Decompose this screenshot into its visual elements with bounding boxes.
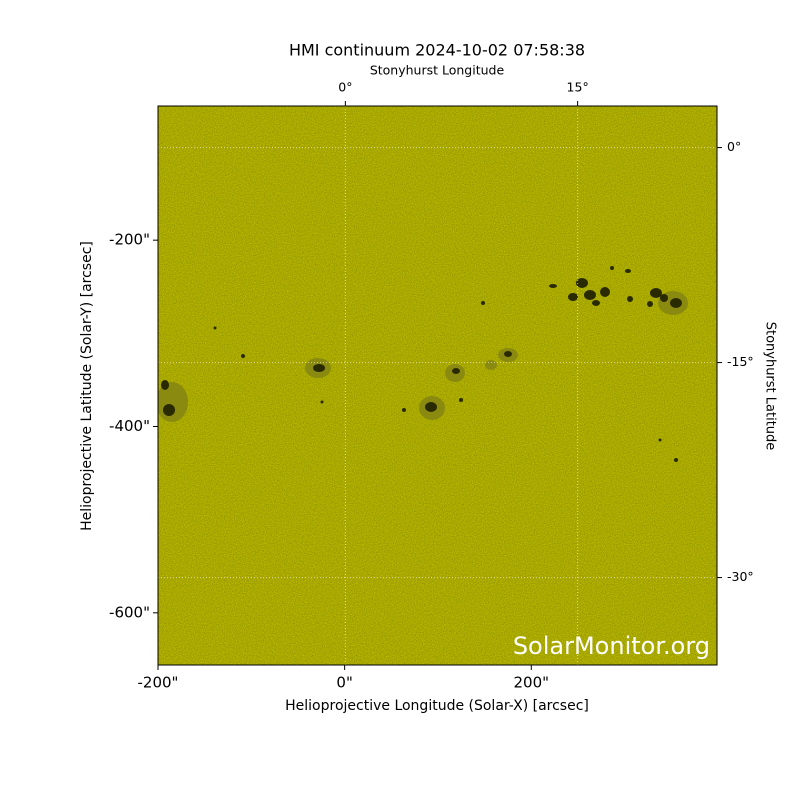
y-tick-label: -400" <box>109 417 150 435</box>
y2-tick-label: -15° <box>727 354 754 369</box>
x2-tick-label: 15° <box>567 80 589 95</box>
y-tick-label: -600" <box>109 603 150 621</box>
x-axis-label: Helioprojective Longitude (Solar-X) [arc… <box>285 698 589 714</box>
watermark: SolarMonitor.org <box>513 632 710 660</box>
x2-tick-label: 0° <box>338 80 352 95</box>
y2-axis-label: Stonyhurst Latitude <box>763 322 778 451</box>
x2-axis-label: Stonyhurst Longitude <box>370 63 505 78</box>
y2-tick-label: 0° <box>727 139 741 154</box>
y-axis-label: Helioprojective Latitude (Solar-Y) [arcs… <box>79 241 95 531</box>
plot-frame <box>157 105 718 666</box>
x-tick-label: 0" <box>336 674 352 692</box>
image-grain <box>158 106 717 665</box>
chart-title: HMI continuum 2024-10-02 07:58:38 <box>289 41 585 60</box>
plot-area: SolarMonitor.org <box>158 106 717 665</box>
y2-tick-label: -30° <box>727 569 754 584</box>
sunspots <box>158 266 688 462</box>
x-tick-label: -200" <box>138 674 179 692</box>
y-tick-label: -200" <box>109 231 150 249</box>
x-tick-label: 200" <box>514 674 550 692</box>
